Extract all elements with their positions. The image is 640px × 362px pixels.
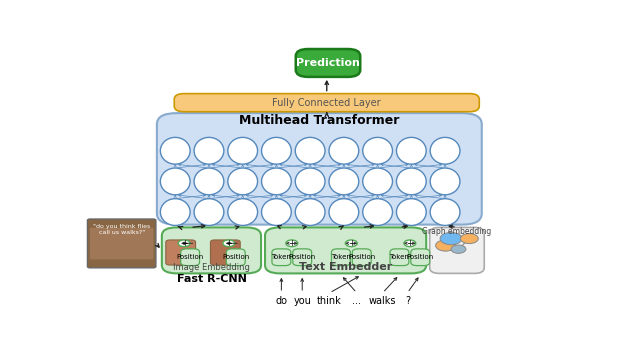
FancyBboxPatch shape [429, 227, 484, 273]
Circle shape [404, 240, 416, 247]
Circle shape [178, 240, 190, 247]
Text: +: + [289, 239, 295, 248]
Ellipse shape [430, 137, 460, 164]
Text: Position: Position [289, 254, 316, 260]
Text: Multihead Transformer: Multihead Transformer [239, 114, 399, 127]
FancyBboxPatch shape [390, 249, 409, 266]
Text: Position: Position [406, 254, 434, 260]
Ellipse shape [396, 137, 426, 164]
Circle shape [460, 233, 478, 244]
Circle shape [436, 240, 456, 251]
Text: Position: Position [177, 254, 204, 260]
Ellipse shape [430, 168, 460, 195]
Ellipse shape [262, 199, 291, 226]
Ellipse shape [262, 168, 291, 195]
Text: Fast R-CNN: Fast R-CNN [177, 274, 246, 284]
FancyBboxPatch shape [88, 219, 156, 268]
FancyBboxPatch shape [272, 249, 291, 266]
Ellipse shape [295, 137, 325, 164]
Ellipse shape [295, 199, 325, 226]
Text: +: + [348, 239, 355, 248]
Text: Position: Position [222, 254, 250, 260]
Circle shape [286, 240, 298, 247]
FancyBboxPatch shape [166, 240, 196, 265]
FancyBboxPatch shape [352, 249, 371, 266]
Text: Image Embedding: Image Embedding [173, 263, 250, 272]
FancyBboxPatch shape [180, 249, 200, 266]
FancyBboxPatch shape [174, 94, 479, 112]
Ellipse shape [228, 137, 257, 164]
Ellipse shape [295, 168, 325, 195]
Ellipse shape [262, 137, 291, 164]
Text: do: do [275, 296, 287, 306]
Text: +: + [180, 239, 188, 248]
Ellipse shape [161, 168, 190, 195]
Ellipse shape [161, 199, 190, 226]
Text: ...: ... [352, 296, 361, 306]
Text: "do you think flies
call us walks?": "do you think flies call us walks?" [93, 224, 150, 235]
Circle shape [223, 240, 235, 247]
Text: Text Embedder: Text Embedder [299, 262, 392, 272]
Ellipse shape [329, 168, 359, 195]
FancyBboxPatch shape [292, 249, 312, 266]
Ellipse shape [396, 199, 426, 226]
Text: Fully Connected Layer: Fully Connected Layer [273, 98, 381, 108]
FancyBboxPatch shape [411, 249, 429, 266]
FancyBboxPatch shape [227, 249, 245, 266]
FancyBboxPatch shape [90, 228, 154, 260]
Text: +: + [406, 239, 413, 248]
Circle shape [451, 245, 466, 253]
FancyBboxPatch shape [296, 49, 360, 77]
Circle shape [440, 232, 462, 245]
Ellipse shape [228, 168, 257, 195]
Text: Position: Position [348, 254, 375, 260]
Ellipse shape [228, 199, 257, 226]
Ellipse shape [194, 137, 224, 164]
Ellipse shape [363, 137, 392, 164]
Text: ?: ? [404, 296, 410, 306]
FancyBboxPatch shape [265, 227, 426, 273]
Ellipse shape [194, 168, 224, 195]
FancyBboxPatch shape [162, 227, 261, 273]
FancyBboxPatch shape [157, 113, 482, 224]
Text: Token: Token [271, 254, 291, 260]
Text: think: think [317, 296, 342, 306]
Ellipse shape [329, 199, 359, 226]
Text: you: you [293, 296, 311, 306]
Ellipse shape [329, 137, 359, 164]
Ellipse shape [430, 199, 460, 226]
Text: Token: Token [331, 254, 351, 260]
Ellipse shape [363, 168, 392, 195]
Text: walks: walks [369, 296, 396, 306]
Text: +: + [225, 239, 232, 248]
Ellipse shape [161, 137, 190, 164]
Ellipse shape [396, 168, 426, 195]
Text: Graph embedding: Graph embedding [422, 227, 492, 236]
FancyBboxPatch shape [332, 249, 350, 266]
Circle shape [346, 240, 357, 247]
Ellipse shape [363, 199, 392, 226]
Ellipse shape [194, 199, 224, 226]
FancyBboxPatch shape [211, 240, 240, 265]
Text: Token: Token [390, 254, 410, 260]
Text: Prediction: Prediction [296, 58, 360, 68]
